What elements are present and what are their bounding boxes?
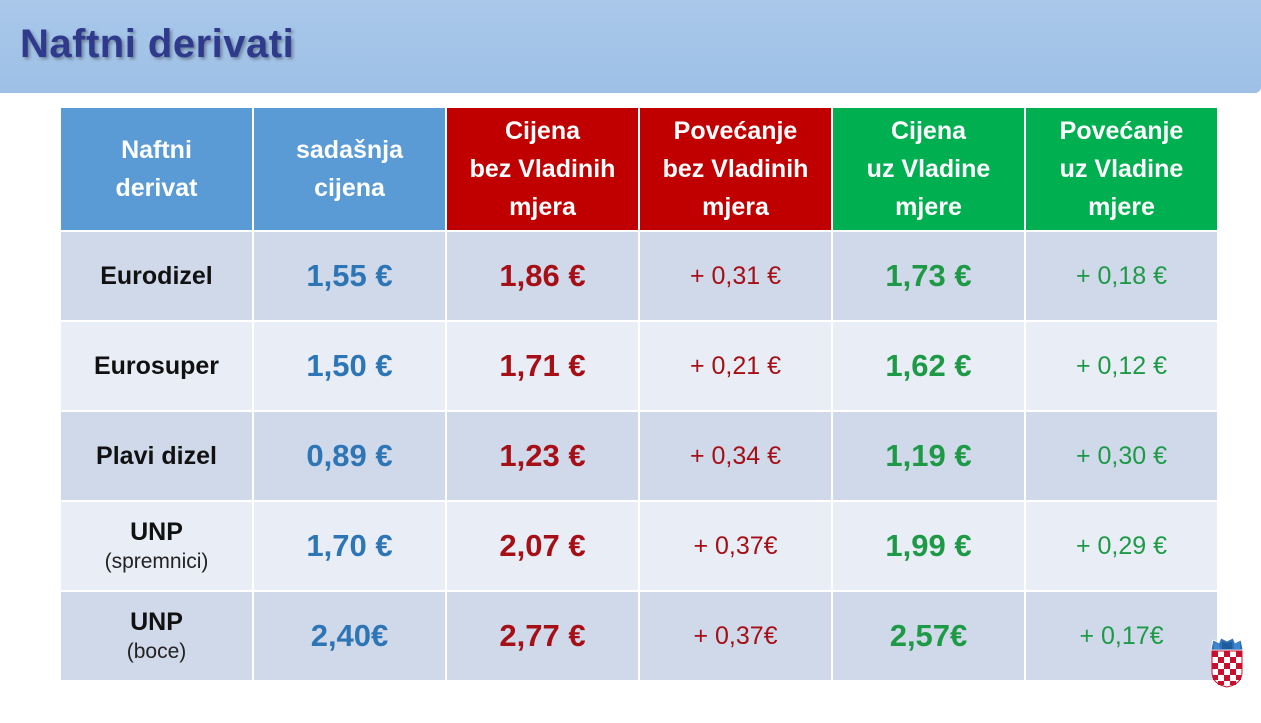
current-price-cell: 1,50 € — [254, 322, 445, 410]
price-with-measures-cell: 2,57€ — [833, 592, 1024, 680]
title-bar: Naftni derivati — [0, 0, 1261, 93]
header-cijena-uz-mjere: Cijena uz Vladine mjere — [833, 108, 1024, 230]
table-row: UNP (boce) 2,40€ 2,77 € + 0,37€ 2,57€ + … — [61, 592, 1217, 680]
increase-with-measures-cell: + 0,12 € — [1026, 322, 1217, 410]
price-without-measures-cell: 2,07 € — [447, 502, 638, 590]
increase-with-measures-cell: + 0,18 € — [1026, 232, 1217, 320]
fuel-subtitle: (spremnici) — [104, 550, 209, 573]
fuel-price-table: Naftni derivat sadašnja cijena Cijena bez V… — [59, 106, 1219, 682]
price-without-measures-cell: 1,71 € — [447, 322, 638, 410]
header-cijena-bez-mjera: Cijena bez Vladinih mjera — [447, 108, 638, 230]
table-row: Plavi dizel 0,89 € 1,23 € + 0,34 € 1,19 … — [61, 412, 1217, 500]
increase-without-measures-cell: + 0,37€ — [640, 592, 831, 680]
table-header-row: Naftni derivat sadašnja cijena Cijena bez V… — [61, 108, 1217, 230]
increase-without-measures-cell: + 0,37€ — [640, 502, 831, 590]
croatian-coat-of-arms-icon — [1210, 637, 1244, 688]
fuel-name-cell: Eurodizel — [61, 232, 252, 320]
table-row: Eurosuper 1,50 € 1,71 € + 0,21 € 1,62 € … — [61, 322, 1217, 410]
price-with-measures-cell: 1,73 € — [833, 232, 1024, 320]
header-povecanje-bez-mjera: Povećanje bez Vladinih mjera — [640, 108, 831, 230]
increase-without-measures-cell: + 0,34 € — [640, 412, 831, 500]
increase-with-measures-cell: + 0,30 € — [1026, 412, 1217, 500]
price-with-measures-cell: 1,62 € — [833, 322, 1024, 410]
increase-with-measures-cell: + 0,17€ — [1026, 592, 1217, 680]
price-without-measures-cell: 2,77 € — [447, 592, 638, 680]
fuel-name-cell: UNP (boce) — [61, 592, 252, 680]
fuel-name-cell: Eurosuper — [61, 322, 252, 410]
current-price-cell: 1,55 € — [254, 232, 445, 320]
price-with-measures-cell: 1,19 € — [833, 412, 1024, 500]
table-row: UNP (spremnici) 1,70 € 2,07 € + 0,37€ 1,… — [61, 502, 1217, 590]
fuel-name-cell: Plavi dizel — [61, 412, 252, 500]
slide-title: Naftni derivati — [20, 22, 295, 66]
price-without-measures-cell: 1,23 € — [447, 412, 638, 500]
increase-without-measures-cell: + 0,21 € — [640, 322, 831, 410]
header-naftni-derivat: Naftni derivat — [61, 108, 252, 230]
current-price-cell: 2,40€ — [254, 592, 445, 680]
table-row: Eurodizel 1,55 € 1,86 € + 0,31 € 1,73 € … — [61, 232, 1217, 320]
current-price-cell: 0,89 € — [254, 412, 445, 500]
current-price-cell: 1,70 € — [254, 502, 445, 590]
fuel-subtitle: (boce) — [126, 640, 187, 663]
increase-with-measures-cell: + 0,29 € — [1026, 502, 1217, 590]
increase-without-measures-cell: + 0,31 € — [640, 232, 831, 320]
header-sadasnja-cijena: sadašnja cijena — [254, 108, 445, 230]
header-povecanje-uz-mjere: Povećanje uz Vladine mjere — [1026, 108, 1217, 230]
fuel-name-cell: UNP (spremnici) — [61, 502, 252, 590]
price-with-measures-cell: 1,99 € — [833, 502, 1024, 590]
price-without-measures-cell: 1,86 € — [447, 232, 638, 320]
